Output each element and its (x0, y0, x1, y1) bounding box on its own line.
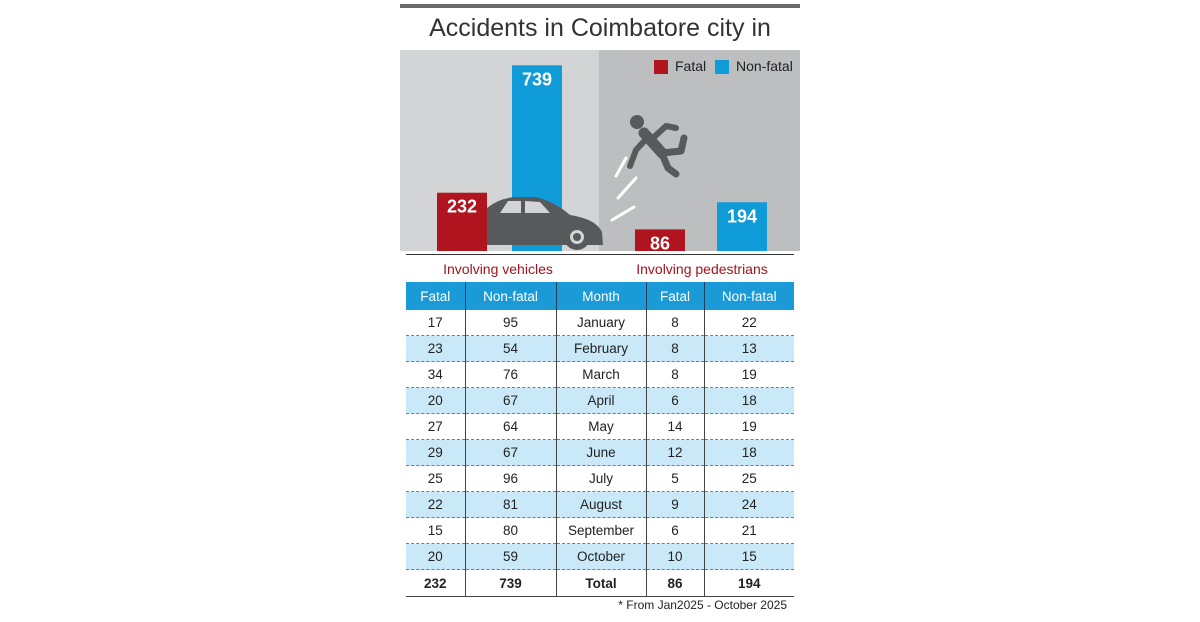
cell-pedestrians-fatal: 6 (646, 517, 705, 544)
cell-pedestrians-fatal: 8 (646, 361, 705, 388)
bar-nonfatal-pedestrians (717, 202, 767, 251)
cell-month: April (556, 387, 647, 414)
cell-vehicles-nonfatal: 67 (465, 387, 557, 414)
cell-month: June (556, 439, 647, 466)
bar-label-fatal-vehicles: 232 (447, 197, 477, 217)
falling-pedestrian-icon (627, 115, 688, 178)
cell-pedestrians-fatal: 5 (646, 465, 705, 492)
cell-vehicles-nonfatal: 80 (465, 517, 557, 544)
cell-vehicles-fatal: 27 (406, 413, 466, 440)
cell-pedestrians-nonfatal: 15 (704, 543, 794, 570)
panel-pedestrians-bg (599, 50, 800, 251)
cell-vehicles-nonfatal: 67 (465, 439, 557, 466)
total-label: Total (556, 569, 647, 597)
cell-pedestrians-fatal: 9 (646, 491, 705, 518)
cell-pedestrians-nonfatal: 13 (704, 335, 794, 362)
bar-chart: 232 86 739 194 (400, 50, 800, 251)
table-row: 15 80 September 6 21 (406, 517, 794, 544)
monthly-table: Fatal Non-fatal Month Fatal Non-fatal 17… (406, 282, 794, 597)
total-vehicles-fatal: 232 (406, 569, 466, 597)
cell-month: January (556, 310, 647, 336)
cell-pedestrians-nonfatal: 24 (704, 491, 794, 518)
table-row: 23 54 February 8 13 (406, 335, 794, 362)
chart-title: Accidents in Coimbatore city in 2025* (429, 14, 771, 82)
legend: Fatal Non-fatal (654, 58, 793, 74)
table-total-row: 232 739 Total 86 194 (406, 569, 794, 597)
cell-month: September (556, 517, 647, 544)
table-header-row: Fatal Non-fatal Month Fatal Non-fatal (406, 282, 794, 310)
table-row: 20 59 October 10 15 (406, 543, 794, 570)
cell-pedestrians-nonfatal: 25 (704, 465, 794, 492)
impact-lines-icon (610, 156, 638, 222)
cell-pedestrians-nonfatal: 18 (704, 439, 794, 466)
legend-fatal-swatch (654, 60, 668, 74)
cell-pedestrians-fatal: 14 (646, 413, 705, 440)
infographic-card: Accidents in Coimbatore city in 2025* 23… (400, 0, 800, 622)
cell-vehicles-fatal: 23 (406, 335, 466, 362)
bar-label-nonfatal-pedestrians: 194 (727, 206, 757, 226)
table-row: 27 64 May 14 19 (406, 413, 794, 440)
cell-vehicles-nonfatal: 81 (465, 491, 557, 518)
chart-baseline-rule (406, 254, 794, 255)
cell-pedestrians-nonfatal: 19 (704, 413, 794, 440)
footnote: * From Jan2025 - October 2025 (618, 598, 787, 612)
bar-label-fatal-pedestrians: 86 (650, 233, 670, 251)
cell-vehicles-fatal: 29 (406, 439, 466, 466)
cell-pedestrians-fatal: 12 (646, 439, 705, 466)
bar-fatal-vehicles (437, 192, 487, 251)
cell-vehicles-nonfatal: 64 (465, 413, 557, 440)
table-row: 17 95 January 8 22 (406, 310, 794, 336)
table-row: 25 96 July 5 25 (406, 465, 794, 492)
cell-vehicles-nonfatal: 76 (465, 361, 557, 388)
cell-pedestrians-fatal: 8 (646, 335, 705, 362)
cell-vehicles-fatal: 25 (406, 465, 466, 492)
cell-month: March (556, 361, 647, 388)
cell-pedestrians-nonfatal: 21 (704, 517, 794, 544)
cell-pedestrians-fatal: 10 (646, 543, 705, 570)
legend-nonfatal-swatch (715, 60, 729, 74)
table-row: 29 67 June 12 18 (406, 439, 794, 466)
bar-fatal-pedestrians (635, 229, 685, 251)
header-pedestrians-nonfatal: Non-fatal (704, 282, 794, 310)
legend-fatal-label: Fatal (675, 58, 706, 74)
group-label-pedestrians: Involving pedestrians (636, 261, 768, 277)
cell-pedestrians-nonfatal: 19 (704, 361, 794, 388)
total-pedestrians-nonfatal: 194 (704, 569, 794, 597)
table-row: 22 81 August 9 24 (406, 491, 794, 518)
cell-vehicles-fatal: 17 (406, 310, 466, 336)
cell-pedestrians-nonfatal: 22 (704, 310, 794, 336)
cell-vehicles-fatal: 15 (406, 517, 466, 544)
total-vehicles-nonfatal: 739 (465, 569, 557, 597)
cell-vehicles-fatal: 22 (406, 491, 466, 518)
header-vehicles-fatal: Fatal (406, 282, 466, 310)
top-rule (400, 4, 800, 8)
header-vehicles-nonfatal: Non-fatal (465, 282, 557, 310)
cell-vehicles-fatal: 34 (406, 361, 466, 388)
chart-svg: 232 86 739 194 (400, 50, 800, 251)
header-month: Month (556, 282, 647, 310)
cell-month: February (556, 335, 647, 362)
cell-month: August (556, 491, 647, 518)
total-pedestrians-fatal: 86 (646, 569, 705, 597)
cell-month: October (556, 543, 647, 570)
cell-vehicles-nonfatal: 54 (465, 335, 557, 362)
header-pedestrians-fatal: Fatal (646, 282, 705, 310)
cell-vehicles-nonfatal: 95 (465, 310, 557, 336)
cell-pedestrians-nonfatal: 18 (704, 387, 794, 414)
bar-label-nonfatal-vehicles: 739 (522, 69, 552, 89)
car-icon (487, 197, 603, 250)
legend-nonfatal-label: Non-fatal (736, 58, 793, 74)
group-label-vehicles: Involving vehicles (443, 261, 553, 277)
cell-month: July (556, 465, 647, 492)
cell-vehicles-nonfatal: 96 (465, 465, 557, 492)
table-row: 34 76 March 8 19 (406, 361, 794, 388)
cell-vehicles-fatal: 20 (406, 543, 466, 570)
cell-pedestrians-fatal: 8 (646, 310, 705, 336)
cell-vehicles-fatal: 20 (406, 387, 466, 414)
cell-month: May (556, 413, 647, 440)
cell-pedestrians-fatal: 6 (646, 387, 705, 414)
cell-vehicles-nonfatal: 59 (465, 543, 557, 570)
table-row: 20 67 April 6 18 (406, 387, 794, 414)
